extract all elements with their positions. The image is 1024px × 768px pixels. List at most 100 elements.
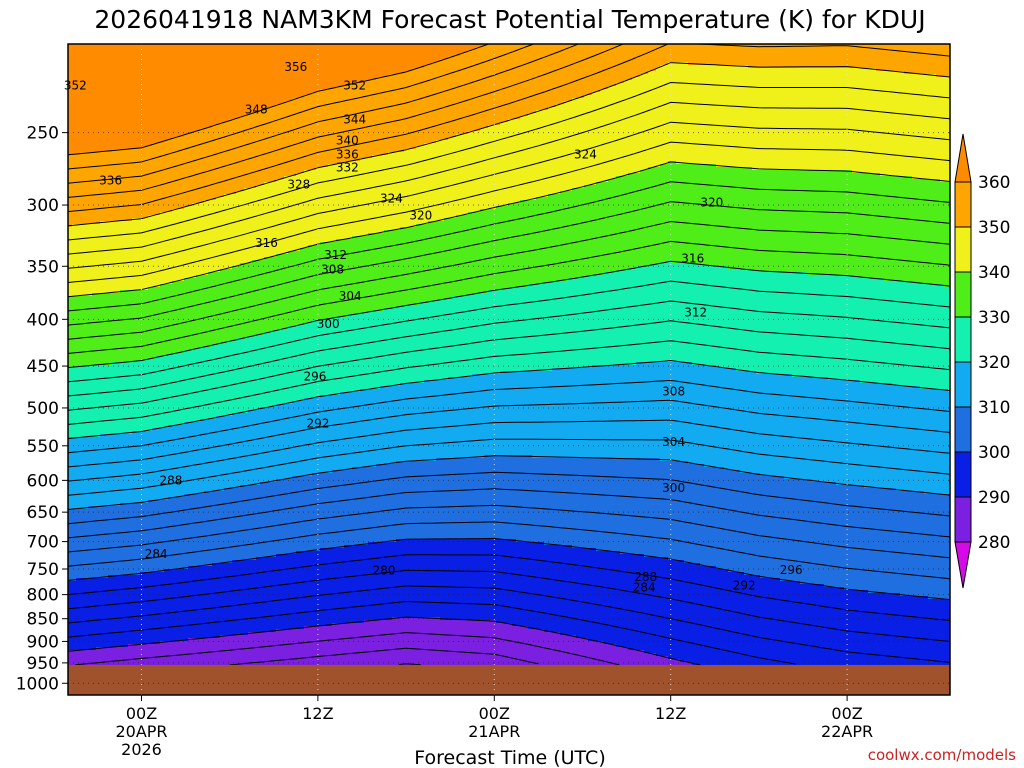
field-cell (144, 572, 149, 645)
field-cell (264, 44, 269, 111)
field-cell (868, 68, 873, 174)
field-cell (648, 71, 653, 168)
field-cell (864, 173, 869, 279)
field-cell (268, 44, 273, 108)
field-cell (416, 539, 421, 618)
field-cell (748, 44, 753, 69)
field-cell (156, 44, 161, 144)
field-cell (324, 473, 329, 549)
field-cell (420, 224, 425, 303)
field-cell (716, 65, 721, 168)
field-cell (680, 44, 685, 63)
field-cell (388, 386, 393, 465)
field-cell (724, 470, 729, 570)
field-cell (128, 575, 133, 645)
field-cell (300, 323, 305, 402)
field-cell (796, 272, 801, 378)
field-cell (196, 347, 201, 423)
x-tick-label: 21APR (468, 722, 520, 741)
field-cell (748, 167, 753, 270)
field-cell (248, 44, 253, 114)
field-cell (556, 458, 561, 546)
field-cell (640, 458, 645, 555)
field-cell (872, 488, 877, 594)
field-cell (676, 560, 681, 660)
field-cell (580, 368, 585, 459)
field-cell (700, 164, 705, 267)
field-cell (276, 404, 281, 480)
field-cell (872, 44, 877, 69)
field-cell (320, 242, 325, 321)
field-cell (548, 107, 553, 195)
field-cell (892, 44, 897, 72)
field-cell (532, 542, 537, 630)
field-cell (892, 71, 897, 177)
field-cell (344, 161, 349, 240)
field-cell (308, 323, 313, 399)
field-cell (100, 44, 105, 153)
field-cell (172, 497, 177, 570)
field-cell (72, 650, 77, 666)
field-cell (628, 650, 633, 666)
field-cell (408, 44, 413, 72)
field-cell (440, 44, 445, 60)
field-cell (392, 308, 397, 387)
field-cell (368, 311, 373, 390)
field-cell (324, 89, 329, 168)
field-cell (552, 107, 557, 195)
contour-label: 356 (284, 60, 307, 74)
field-cell (300, 98, 305, 174)
field-cell (708, 44, 713, 66)
field-cell (220, 44, 225, 123)
field-cell (504, 371, 509, 456)
field-cell (68, 296, 73, 369)
colorbar-label: 300 (978, 443, 1010, 463)
field-cell (424, 143, 429, 225)
field-cell (360, 623, 365, 666)
isotherm-326 (68, 300, 950, 397)
field-cell (156, 572, 161, 645)
field-cell (200, 419, 205, 495)
field-cell (596, 641, 601, 666)
field-cell (424, 461, 429, 540)
field-cell (792, 68, 797, 171)
field-cell (172, 281, 177, 354)
field-cell (940, 494, 945, 600)
field-cell (492, 620, 497, 666)
field-cell (192, 131, 197, 204)
field-cell (284, 404, 289, 480)
field-cell (152, 572, 157, 645)
field-cell (600, 44, 605, 90)
field-cell (448, 539, 453, 621)
field-cell (368, 542, 373, 621)
field-cell (912, 491, 917, 597)
field-cell (668, 260, 673, 363)
field-cell (768, 68, 773, 171)
y-tick-label: 850 (27, 610, 59, 630)
field-cell (456, 620, 461, 666)
field-cell (240, 560, 245, 636)
field-cell (656, 458, 661, 558)
field-cell (608, 44, 613, 87)
field-cell (364, 158, 369, 237)
field-cell (256, 185, 261, 261)
field-cell (176, 209, 181, 282)
isotherm-308 (68, 471, 950, 525)
field-cell (588, 548, 593, 642)
field-cell (584, 44, 589, 96)
field-cell (136, 503, 141, 576)
field-cell (432, 380, 437, 462)
field-cell (900, 596, 905, 666)
field-cell (452, 620, 457, 666)
field-cell (556, 44, 561, 105)
field-cell (580, 548, 585, 639)
field-cell (516, 626, 521, 666)
field-cell (904, 74, 909, 177)
field-cell (544, 545, 549, 633)
field-cell (600, 551, 605, 642)
field-cell (616, 458, 621, 552)
field-cell (444, 539, 449, 621)
field-cell (252, 335, 257, 411)
contour-label: 292 (733, 579, 756, 593)
field-cell (484, 374, 489, 456)
